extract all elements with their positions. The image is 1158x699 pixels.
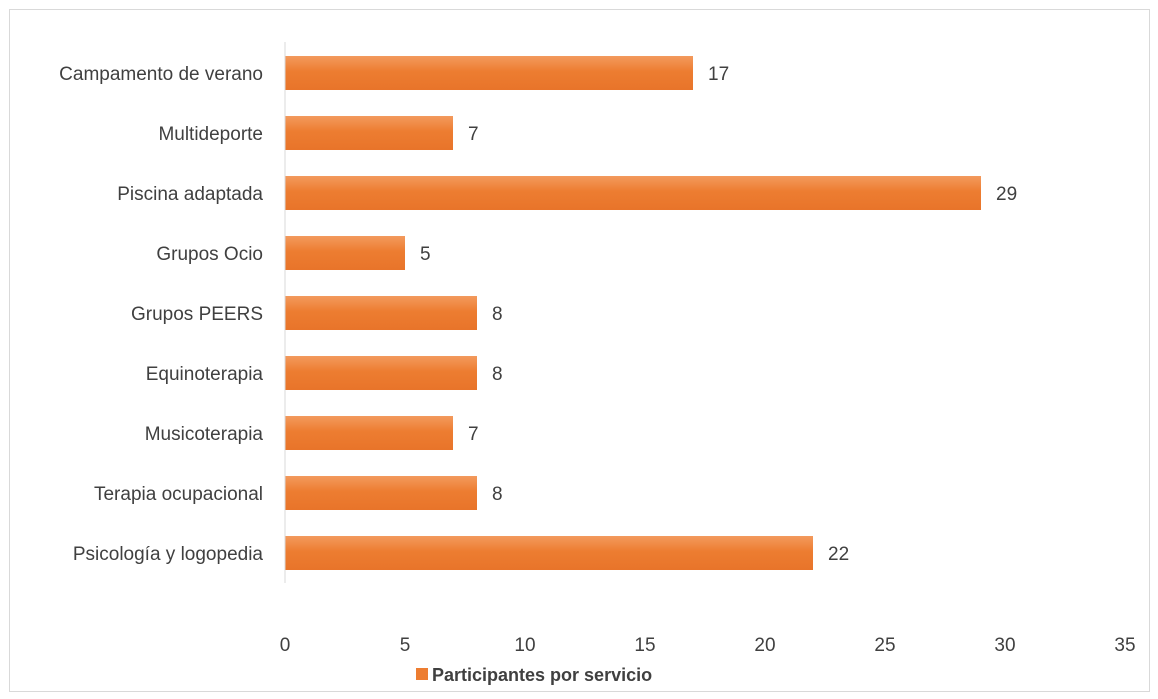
category-label: Psicología y logopedia: [73, 544, 264, 565]
data-label: 7: [468, 424, 479, 445]
chart-frame: [9, 9, 1150, 692]
category-label: Campamento de verano: [59, 64, 263, 85]
x-tick-label: 25: [874, 635, 895, 656]
category-label: Musicoterapia: [145, 424, 264, 445]
bar: [285, 236, 405, 270]
bar: [285, 296, 477, 330]
bar: [285, 416, 453, 450]
legend-label: Participantes por servicio: [432, 665, 652, 685]
category-label: Piscina adaptada: [117, 184, 263, 205]
x-tick-label: 5: [400, 635, 411, 656]
category-labels: Campamento de verano Multideporte Piscina …: [59, 64, 263, 565]
data-label: 17: [708, 64, 729, 85]
data-label: 8: [492, 364, 503, 385]
bar: [285, 476, 477, 510]
legend: Participantes por servicio: [416, 665, 652, 685]
bars-layer: [285, 56, 981, 570]
category-label: Terapia ocupacional: [94, 484, 263, 505]
category-label: Grupos Ocio: [156, 244, 263, 265]
bar: [285, 116, 453, 150]
bar: [285, 536, 813, 570]
data-labels: 17 7 29 5 8 8 7 8 22: [420, 64, 1017, 565]
x-tick-label: 15: [634, 635, 655, 656]
bar: [285, 176, 981, 210]
category-label: Multideporte: [158, 124, 263, 145]
category-label: Equinoterapia: [146, 364, 264, 385]
x-tick-label: 30: [994, 635, 1015, 656]
data-label: 8: [492, 484, 503, 505]
x-tick-label: 10: [514, 635, 535, 656]
x-tick-label: 20: [754, 635, 775, 656]
data-label: 8: [492, 304, 503, 325]
data-label: 29: [996, 184, 1017, 205]
legend-swatch: [416, 668, 428, 680]
category-label: Grupos PEERS: [131, 304, 263, 325]
x-axis-tick-labels: 0 5 10 15 20 25 30 35: [280, 635, 1136, 656]
bar: [285, 56, 693, 90]
x-tick-label: 0: [280, 635, 291, 656]
data-label: 7: [468, 124, 479, 145]
data-label: 5: [420, 244, 431, 265]
bar: [285, 356, 477, 390]
data-label: 22: [828, 544, 849, 565]
x-tick-label: 35: [1114, 635, 1135, 656]
